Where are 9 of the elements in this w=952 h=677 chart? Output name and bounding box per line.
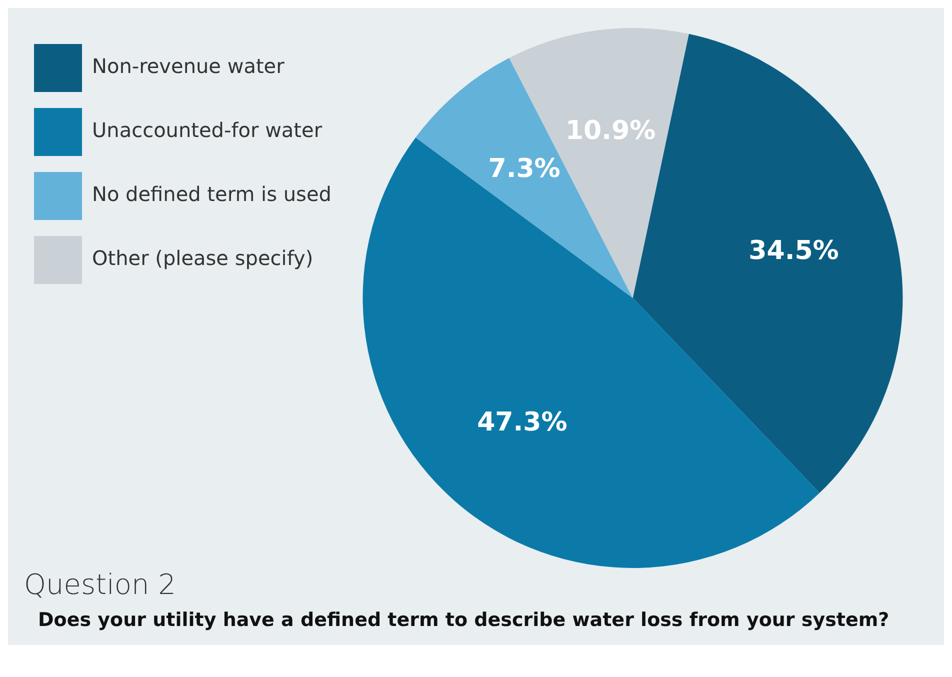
text: Question 2 <box>23 568 177 601</box>
data-label: 7.3% <box>488 154 560 184</box>
data-label: 34.5% <box>748 236 839 266</box>
data-label: 47.3% <box>477 407 568 438</box>
legend-label: Other (please specify) <box>92 246 314 270</box>
legend-label: Unaccounted-for water <box>92 118 323 142</box>
text: Does your utility have a defined term to describe water loss from your system? <box>37 608 890 633</box>
legend-label: No defined term is used <box>92 182 332 206</box>
legend-label: Non-revenue water <box>92 54 286 78</box>
